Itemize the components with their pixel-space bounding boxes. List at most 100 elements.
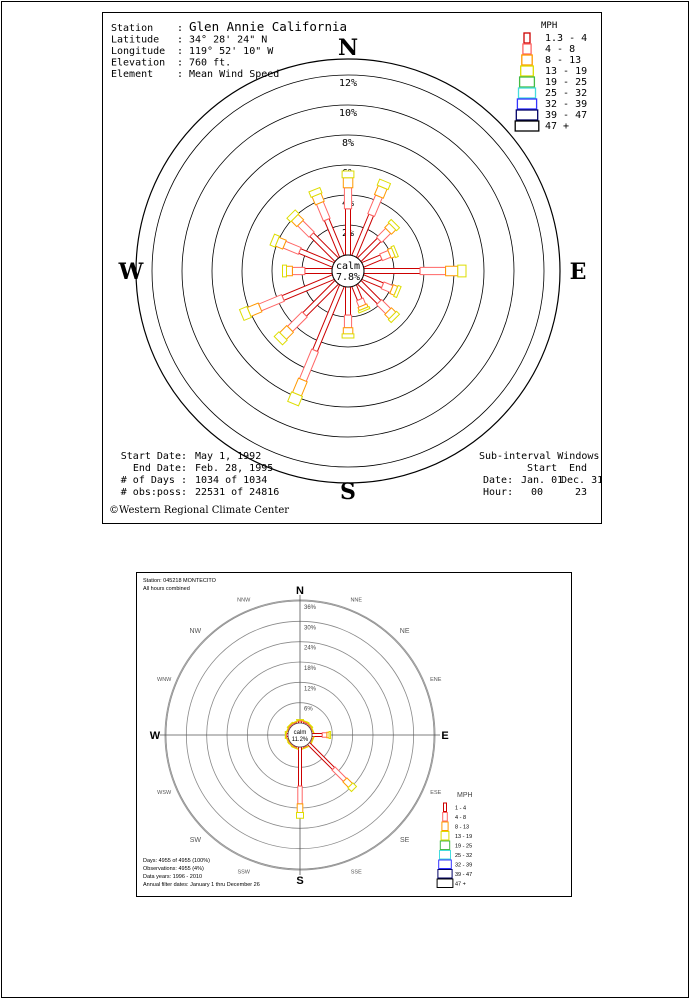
legend-swatch (440, 831, 450, 841)
period-label: End Date: (133, 463, 187, 474)
wind-petal-segment (286, 265, 293, 277)
wind-petal-segment (347, 782, 358, 793)
station-info-label: Element (111, 69, 153, 80)
legend-swatch (521, 54, 533, 66)
direction-label-w: W (118, 259, 144, 285)
station-info-colon: : (177, 23, 183, 34)
radial-tick-label: 30% (304, 625, 317, 631)
legend-swatch (522, 43, 532, 55)
wind-petal-segment (298, 348, 320, 383)
radial-tick-label: 12% (304, 686, 317, 692)
station-info-label: Longitude (111, 46, 165, 57)
period-value: 1034 of 1034 (195, 475, 267, 486)
wind-petal-segment (390, 245, 399, 259)
wind-petal-segment (291, 266, 306, 276)
wind-petal-segment (376, 178, 392, 191)
wind-petal-segment (273, 331, 288, 346)
footer-line: Data years: 1996 - 2010 (143, 874, 202, 880)
wind-petal-segment (238, 305, 252, 322)
radial-tick-label: 18% (304, 666, 317, 672)
station-info-value: 34° 28' 24" N (189, 35, 267, 46)
period-label: # of Days : (121, 475, 187, 486)
direction-label-e: E (570, 259, 587, 285)
wind-petal-segment (286, 311, 308, 333)
legend-swatch (436, 878, 454, 888)
period-value: 22531 of 24816 (195, 487, 279, 498)
radial-tick-label: 12% (339, 78, 357, 89)
legend-swatch (439, 850, 451, 860)
calm-circle (331, 254, 365, 288)
legend-bin-label: 4 - 8 (545, 44, 575, 55)
station-info-label: Elevation (111, 58, 165, 69)
calm-circle (287, 722, 313, 748)
credit-text: ©Western Regional Climate Center (109, 505, 289, 516)
legend-bin-label: 19 - 25 (545, 77, 587, 88)
legend-swatch (437, 869, 453, 879)
legend-bin-label: 4 - 8 (455, 815, 466, 821)
wind-petal-segment (345, 208, 351, 256)
radial-tick-label: 6% (304, 707, 313, 713)
wind-petal-segment (298, 746, 302, 787)
wind-petal-segment (393, 284, 402, 299)
subinterval-end-label: End (569, 463, 587, 474)
header-line: Station: 045218 MONTECITO (143, 578, 217, 584)
wind-petal-segment (296, 812, 304, 819)
wind-petal-segment (419, 266, 447, 276)
direction-label-nw: NW (190, 628, 202, 635)
direction-label-ssw: SSW (237, 869, 250, 875)
direction-label-wsw: WSW (157, 790, 172, 796)
legend-bin-label: 25 - 32 (455, 853, 472, 859)
wind-petal-segment (341, 333, 355, 339)
header-line: All hours combined (143, 586, 190, 592)
direction-label-nne: NNE (350, 598, 362, 604)
legend-bin-label: 47 + (455, 882, 466, 888)
calm-label: calm (336, 261, 360, 272)
subinterval-hour-end: 23 (575, 487, 587, 498)
wind-petal-segment (287, 391, 304, 407)
legend-bin-label: 39 - 47 (545, 110, 587, 121)
station-info-colon: : (177, 46, 183, 57)
direction-label-ne: NE (400, 628, 410, 635)
legend-swatch (439, 840, 451, 850)
wind-petal-segment (328, 731, 332, 739)
wind-petal-segment (343, 187, 353, 210)
legend-swatch (518, 76, 536, 88)
legend-bin-label: 32 - 39 (455, 863, 472, 869)
wind-petal-segment (282, 264, 287, 278)
period-value: Feb. 28, 1995 (195, 463, 273, 474)
station-info-value: Glen Annie California (189, 19, 347, 34)
legend-bin-label: 32 - 39 (545, 99, 587, 110)
wind-petal-segment (363, 268, 421, 274)
legend-title: MPH (541, 21, 557, 31)
wind-petal-segment (331, 766, 348, 783)
radial-tick-label: 36% (304, 605, 317, 611)
legend-swatch (438, 859, 452, 869)
legend-swatch (517, 87, 537, 99)
wind-petal-segment (308, 186, 323, 198)
subinterval-hour-label: Hour: (483, 487, 513, 498)
direction-label-e: E (441, 730, 448, 742)
direction-label-ene: ENE (430, 677, 442, 683)
range-ring (151, 74, 545, 468)
footer-line: Days: 4955 of 4955 (100%) (143, 858, 210, 864)
radial-tick-label: 8% (342, 138, 354, 149)
radial-tick-label: 10% (339, 108, 357, 119)
montecito-wind-rose: 6% 12% 18% 24% 30% 36% calm 11.2% N NNE NE ENE E ESE S… (136, 572, 572, 897)
direction-label-ese: ESE (430, 790, 441, 796)
direction-label-se: SE (400, 837, 410, 844)
calm-value: 11.2% (292, 737, 309, 743)
wind-petal-segment (342, 327, 354, 335)
wind-petal-segment (311, 733, 323, 737)
wind-petal-segment (343, 314, 353, 329)
wind-petal-segment (269, 233, 281, 248)
legend-swatch (442, 812, 448, 822)
wind-petal-segment (387, 218, 401, 232)
wind-petal-segment (296, 803, 304, 813)
legend-bin-label: 13 - 19 (545, 66, 587, 77)
range-ring (181, 104, 515, 438)
direction-label-w: W (150, 730, 161, 742)
calm-label: calm (294, 730, 307, 736)
legend-title: MPH (457, 792, 473, 799)
subinterval-title: Sub-interval Windows (479, 451, 599, 462)
